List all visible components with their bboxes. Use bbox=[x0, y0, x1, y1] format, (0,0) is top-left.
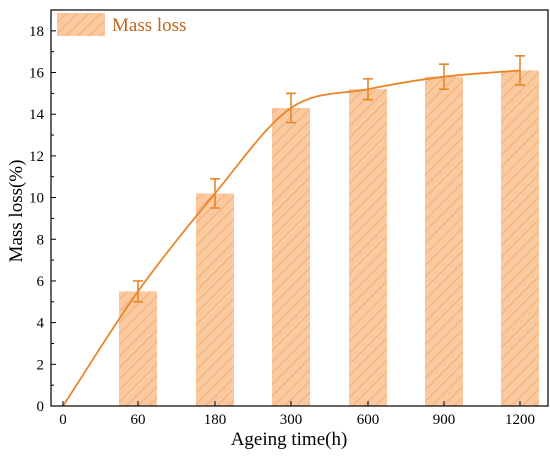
bar-900 bbox=[425, 76, 463, 407]
bar-60 bbox=[119, 291, 157, 406]
legend: Mass loss bbox=[57, 13, 186, 36]
y-axis-title: Mass loss(%) bbox=[6, 160, 27, 263]
y-tick-label-14: 14 bbox=[29, 107, 45, 123]
x-tick-label-300: 300 bbox=[280, 412, 303, 428]
x-tick-label-180: 180 bbox=[204, 412, 227, 428]
bar-180 bbox=[196, 193, 234, 406]
y-tick-label-4: 4 bbox=[37, 316, 45, 332]
x-tick-label-1200: 1200 bbox=[505, 412, 535, 428]
bar-300 bbox=[272, 107, 310, 407]
bar-1200 bbox=[501, 70, 539, 406]
y-tick-label-18: 18 bbox=[29, 24, 44, 40]
bar-600 bbox=[349, 89, 387, 406]
legend-label: Mass loss bbox=[112, 15, 186, 36]
y-tick-label-0: 0 bbox=[37, 399, 45, 415]
y-tick-label-6: 6 bbox=[37, 274, 45, 290]
legend-swatch bbox=[57, 13, 105, 36]
x-tick-label-60: 60 bbox=[131, 412, 146, 428]
y-tick-label-8: 8 bbox=[37, 232, 45, 248]
y-tick-label-12: 12 bbox=[29, 149, 44, 165]
trend-line bbox=[62, 69, 521, 407]
x-tick-label-600: 600 bbox=[357, 412, 380, 428]
trend-line-layer bbox=[62, 69, 521, 407]
plot-frame bbox=[50, 9, 549, 407]
x-axis-title: Ageing time(h) bbox=[231, 429, 348, 450]
y-tick-label-10: 10 bbox=[29, 191, 44, 207]
y-tick-label-16: 16 bbox=[29, 66, 45, 82]
bars-layer bbox=[119, 55, 539, 407]
x-tick-label-0: 0 bbox=[59, 412, 67, 428]
y-tick-label-2: 2 bbox=[37, 357, 45, 373]
x-tick-label-900: 900 bbox=[433, 412, 456, 428]
